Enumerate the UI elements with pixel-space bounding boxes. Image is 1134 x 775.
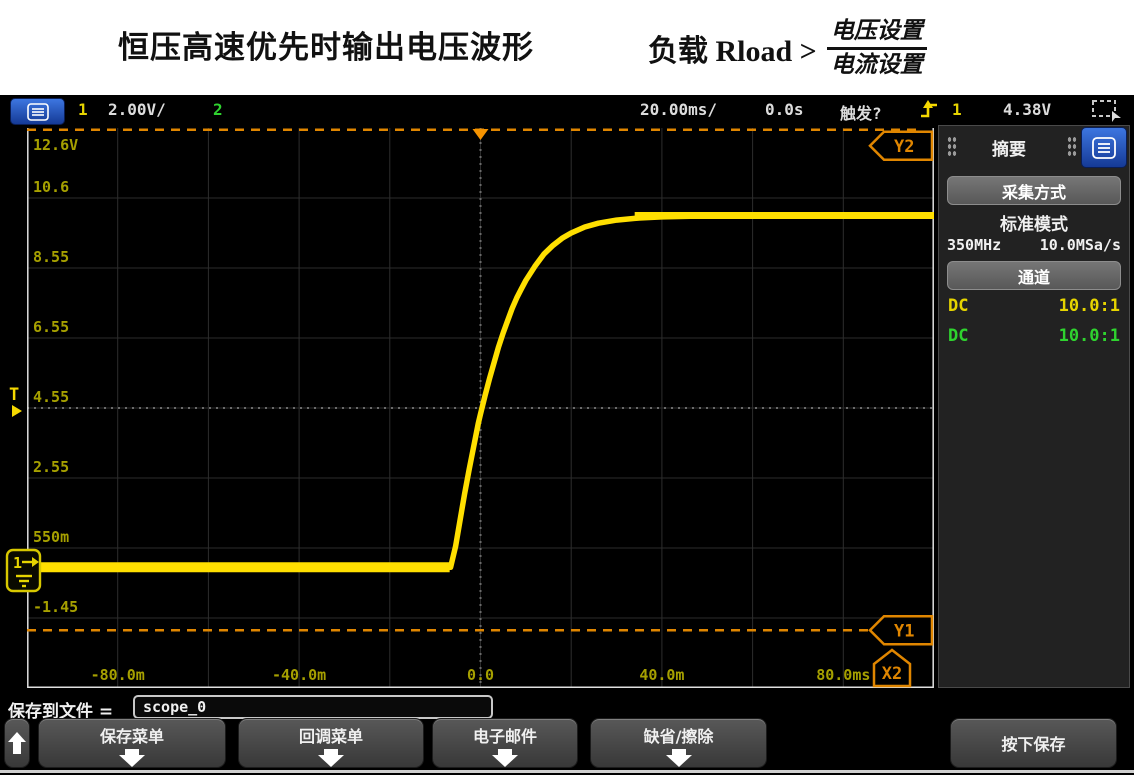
y-axis-label: -1.45: [33, 598, 78, 616]
y-axis-label: 12.6V: [33, 136, 78, 154]
waveform-ch1: [27, 212, 934, 571]
hamburger-menu-icon: [26, 102, 49, 121]
save-to-file-label: 保存到文件 =: [8, 702, 114, 722]
ch1-ground-marker[interactable]: 1: [5, 548, 43, 594]
ch1-summary-row: DC 10.0:1: [939, 296, 1129, 316]
cursor-y2-tag[interactable]: [868, 130, 934, 161]
x-axis-label: 80.0ms: [816, 666, 870, 684]
load-condition-formula: 负载 Rload > 电压设置 电流设置: [648, 8, 927, 88]
graticule: 12.6V 10.6 8.55 6.55 4.55 2.55 550m -1.45 -80.0m…: [27, 128, 934, 688]
cursor-x2-tag[interactable]: [872, 648, 912, 688]
sample-rate-value: 10.0MSa/s: [1039, 236, 1121, 254]
bandwidth-value: 350MHz: [947, 236, 1002, 254]
recall-menu-label: 回调菜单: [298, 727, 363, 746]
y-axis-label: 8.55: [33, 248, 69, 266]
hamburger-menu-icon: [1092, 136, 1116, 159]
email-label: 电子邮件: [472, 727, 537, 746]
drag-grip-icon[interactable]: [1067, 136, 1077, 158]
trigger-level-arrow-icon: [12, 405, 22, 417]
screen-bottom-edge: [0, 770, 1134, 773]
press-save-button[interactable]: 按下保存: [950, 718, 1117, 768]
trigger-edge-icon: [921, 100, 937, 118]
delay-setting[interactable]: 0.0s: [765, 100, 804, 119]
cursor-y1-tag[interactable]: [868, 615, 934, 646]
ch2-coupling: DC: [948, 326, 969, 346]
sidebar-title: 摘要: [992, 140, 1026, 160]
sidebar-header: 摘要: [939, 126, 1129, 168]
formula-fraction: 电压设置 电流设置: [826, 18, 927, 78]
acquisition-mode-button[interactable]: 采集方式: [947, 176, 1121, 205]
ch1-number[interactable]: 1: [78, 100, 88, 119]
timebase-setting[interactable]: 20.00ms/: [640, 100, 718, 119]
page-title: 恒压高速优先时输出电压波形: [118, 30, 534, 65]
trigger-status: 触发?: [840, 104, 882, 123]
save-menu-button[interactable]: 保存菜单: [38, 718, 226, 768]
default-erase-label: 缺省/擦除: [643, 727, 714, 746]
y-axis-label: 2.55: [33, 458, 69, 476]
graticule-border: [27, 128, 934, 688]
acquisition-mode-value: 标准模式: [1000, 215, 1068, 235]
main-menu-button[interactable]: [10, 98, 65, 125]
fraction-bar: [826, 46, 927, 50]
scope-screen: 1 2.00V/ 2 20.00ms/ 0.0s 触发? 1 4.38V 12.…: [0, 95, 1134, 775]
trigger-level-marker[interactable]: T: [9, 385, 27, 417]
fraction-denominator: 电流设置: [830, 51, 923, 77]
filename-input[interactable]: [133, 695, 493, 719]
email-button[interactable]: 电子邮件: [432, 718, 578, 768]
ch2-summary-row: DC 10.0:1: [939, 326, 1129, 346]
cursor-y1-tag-label: Y1: [894, 621, 914, 641]
load-condition-prefix: 负载 Rload >: [648, 35, 817, 68]
back-up-button[interactable]: [4, 718, 30, 768]
down-arrow-icon: [492, 749, 518, 767]
y-axis-label: 10.6: [33, 178, 69, 196]
trigger-source[interactable]: 1: [952, 100, 962, 119]
channels-button[interactable]: 通道: [947, 261, 1121, 290]
summary-sidebar: 摘要 采集方式 标准模式 350MHz 10.0MSa/s 通道: [938, 125, 1130, 688]
drag-grip-icon[interactable]: [947, 136, 957, 158]
trigger-time-marker[interactable]: [472, 129, 489, 140]
down-arrow-icon: [318, 749, 344, 767]
ch2-number[interactable]: 2: [213, 100, 223, 119]
svg-text:1: 1: [13, 554, 22, 572]
sidebar-menu-button[interactable]: [1081, 127, 1127, 168]
ch1-scale[interactable]: 2.00V/: [108, 100, 166, 119]
up-arrow-icon: [8, 732, 26, 754]
status-bar: 1 2.00V/ 2 20.00ms/ 0.0s 触发? 1 4.38V: [0, 95, 1134, 126]
x-axis-label: 40.0m: [639, 666, 684, 684]
recall-menu-button[interactable]: 回调菜单: [238, 718, 424, 768]
ch1-coupling: DC: [948, 296, 969, 316]
cursor-y2-tag-label: Y2: [894, 137, 914, 157]
bandwidth-samplerate-row: 350MHz 10.0MSa/s: [939, 236, 1129, 254]
title-area: 恒压高速优先时输出电压波形 负载 Rload > 电压设置 电流设置: [0, 0, 1134, 95]
cursor-x2-tag-label: X2: [882, 664, 902, 684]
down-arrow-icon: [665, 749, 692, 767]
default-erase-button[interactable]: 缺省/擦除: [590, 718, 767, 768]
fraction-numerator: 电压设置: [830, 18, 923, 44]
y-axis-label: 6.55: [33, 318, 69, 336]
trigger-level[interactable]: 4.38V: [1003, 100, 1052, 119]
ch2-attenuation: 10.0:1: [1058, 326, 1120, 346]
softkey-bar: 保存菜单 回调菜单 电子邮件 缺省/擦除 按下保存: [0, 718, 1134, 770]
x-axis-label: 0.0: [467, 666, 494, 684]
x-axis-label: -40.0m: [272, 666, 326, 684]
save-file-row: 保存到文件 =: [0, 695, 1134, 722]
ch1-attenuation: 10.0:1: [1058, 296, 1120, 316]
down-arrow-icon: [119, 749, 145, 767]
save-menu-label: 保存菜单: [99, 727, 164, 746]
marquee-select-icon[interactable]: [1090, 99, 1124, 123]
press-save-label: 按下保存: [1001, 735, 1066, 754]
y-axis-label: 4.55: [33, 388, 69, 406]
y-axis-label: 550m: [33, 528, 69, 546]
x-axis-label: -80.0m: [91, 666, 145, 684]
